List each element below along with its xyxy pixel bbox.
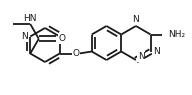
Text: NH₂: NH₂	[168, 30, 185, 39]
Text: N: N	[22, 32, 28, 41]
Text: N: N	[153, 47, 159, 56]
Text: O: O	[73, 49, 79, 58]
Text: O: O	[59, 34, 66, 43]
Text: N: N	[138, 52, 145, 61]
Text: N: N	[132, 15, 139, 24]
Text: HN: HN	[24, 14, 37, 23]
